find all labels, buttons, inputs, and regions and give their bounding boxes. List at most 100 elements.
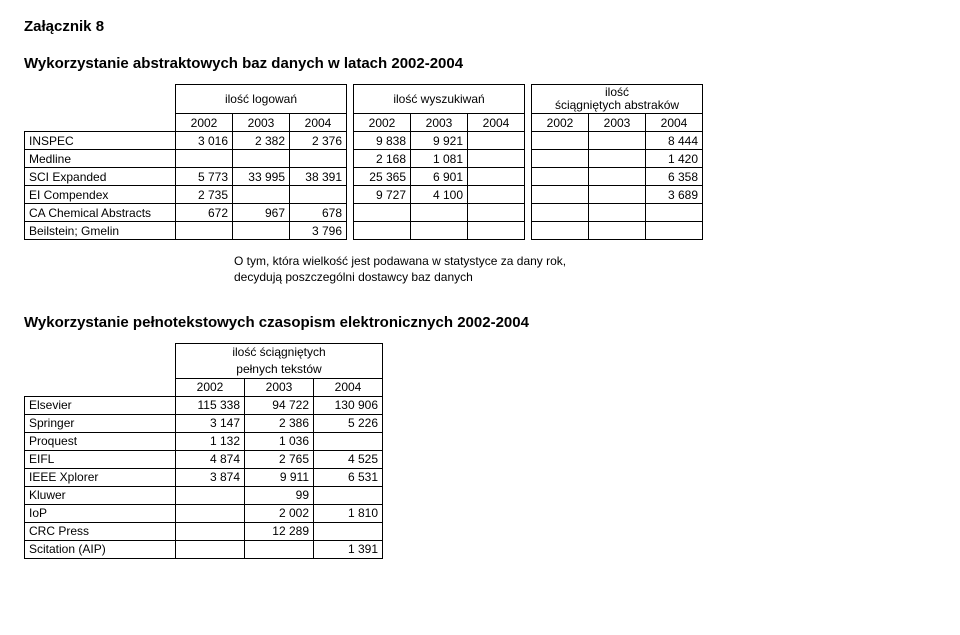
cell [176, 504, 245, 522]
cell: 9 911 [245, 468, 314, 486]
cell: 967 [233, 204, 290, 222]
cell [532, 204, 589, 222]
cell: 1 081 [411, 150, 468, 168]
cell: 94 722 [245, 396, 314, 414]
cell: 2 382 [233, 132, 290, 150]
cell: 9 727 [354, 186, 411, 204]
cell [646, 204, 703, 222]
cell: 2 765 [245, 450, 314, 468]
cell [354, 222, 411, 240]
cell [233, 186, 290, 204]
row-label: IEEE Xplorer [25, 468, 176, 486]
cell: 3 796 [290, 222, 347, 240]
cell [589, 204, 646, 222]
table-row: EIFL4 8742 7654 525 [25, 450, 383, 468]
cell [314, 486, 383, 504]
row-label: Beilstein; Gmelin [25, 222, 176, 240]
cell [314, 522, 383, 540]
cell: 9 921 [411, 132, 468, 150]
cell: 6 901 [411, 168, 468, 186]
title-2: Wykorzystanie pełnotekstowych czasopism … [24, 314, 936, 331]
cell: 3 147 [176, 414, 245, 432]
table-row: IoP2 0021 810 [25, 504, 383, 522]
cell [411, 222, 468, 240]
cell [176, 486, 245, 504]
cell [589, 186, 646, 204]
row-label: IoP [25, 504, 176, 522]
cell: 115 338 [176, 396, 245, 414]
cell: 2 735 [176, 186, 233, 204]
cell: 1 132 [176, 432, 245, 450]
cell [532, 168, 589, 186]
col-group-abstracts: ilośćściągniętych abstraków [532, 85, 703, 114]
t2-header-line2: pełnych tekstów [176, 361, 383, 379]
cell [290, 150, 347, 168]
row-label: Kluwer [25, 486, 176, 504]
row-label: Medline [25, 150, 176, 168]
table-row: Springer3 1472 3865 226 [25, 414, 383, 432]
row-label: Elsevier [25, 396, 176, 414]
row-label: EIFL [25, 450, 176, 468]
table-row: Proquest1 1321 036 [25, 432, 383, 450]
cell [176, 522, 245, 540]
table-row: Beilstein; Gmelin 3 796 [25, 222, 703, 240]
cell: 1 036 [245, 432, 314, 450]
cell [532, 150, 589, 168]
cell [468, 204, 525, 222]
cell: 9 838 [354, 132, 411, 150]
cell: 2 376 [290, 132, 347, 150]
cell: 25 365 [354, 168, 411, 186]
cell [589, 222, 646, 240]
cell [532, 222, 589, 240]
cell: 33 995 [233, 168, 290, 186]
year-header-row: 2002 2003 2004 2002 2003 2004 2002 2003 … [25, 114, 703, 132]
table-row: CA Chemical Abstracts672967678 [25, 204, 703, 222]
cell: 5 773 [176, 168, 233, 186]
cell: 99 [245, 486, 314, 504]
table-row: Scitation (AIP)1 391 [25, 540, 383, 558]
cell: 4 874 [176, 450, 245, 468]
cell [233, 150, 290, 168]
cell [532, 186, 589, 204]
t2-header-line1: ilość ściągniętych [176, 343, 383, 361]
row-label: EI Compendex [25, 186, 176, 204]
table-row: Elsevier115 33894 722130 906 [25, 396, 383, 414]
cell: 4 525 [314, 450, 383, 468]
cell: 12 289 [245, 522, 314, 540]
cell: 6 531 [314, 468, 383, 486]
cell [176, 150, 233, 168]
note-text: O tym, która wielkość jest podawana w st… [234, 254, 936, 285]
cell: 130 906 [314, 396, 383, 414]
cell [245, 540, 314, 558]
cell: 1 810 [314, 504, 383, 522]
cell: 8 444 [646, 132, 703, 150]
cell: 3 874 [176, 468, 245, 486]
cell: 2 168 [354, 150, 411, 168]
table-row: EI Compendex2 7359 7274 1003 689 [25, 186, 703, 204]
title-1: Wykorzystanie abstraktowych baz danych w… [24, 55, 936, 72]
cell [468, 132, 525, 150]
t2-year-row: 2002 2003 2004 [25, 378, 383, 396]
row-label: INSPEC [25, 132, 176, 150]
cell [468, 186, 525, 204]
cell [314, 432, 383, 450]
row-label: CRC Press [25, 522, 176, 540]
col-group-searches: ilość wyszukiwań [354, 85, 525, 114]
cell [589, 150, 646, 168]
cell: 1 391 [314, 540, 383, 558]
cell [176, 540, 245, 558]
cell: 678 [290, 204, 347, 222]
row-label: CA Chemical Abstracts [25, 204, 176, 222]
table-row: Medline2 1681 0811 420 [25, 150, 703, 168]
cell: 38 391 [290, 168, 347, 186]
cell [233, 222, 290, 240]
cell [468, 168, 525, 186]
cell: 3 016 [176, 132, 233, 150]
table-row: Kluwer 99 [25, 486, 383, 504]
col-group-logins: ilość logowań [176, 85, 347, 114]
cell [532, 132, 589, 150]
row-label: SCI Expanded [25, 168, 176, 186]
cell [176, 222, 233, 240]
cell [354, 204, 411, 222]
cell [589, 132, 646, 150]
